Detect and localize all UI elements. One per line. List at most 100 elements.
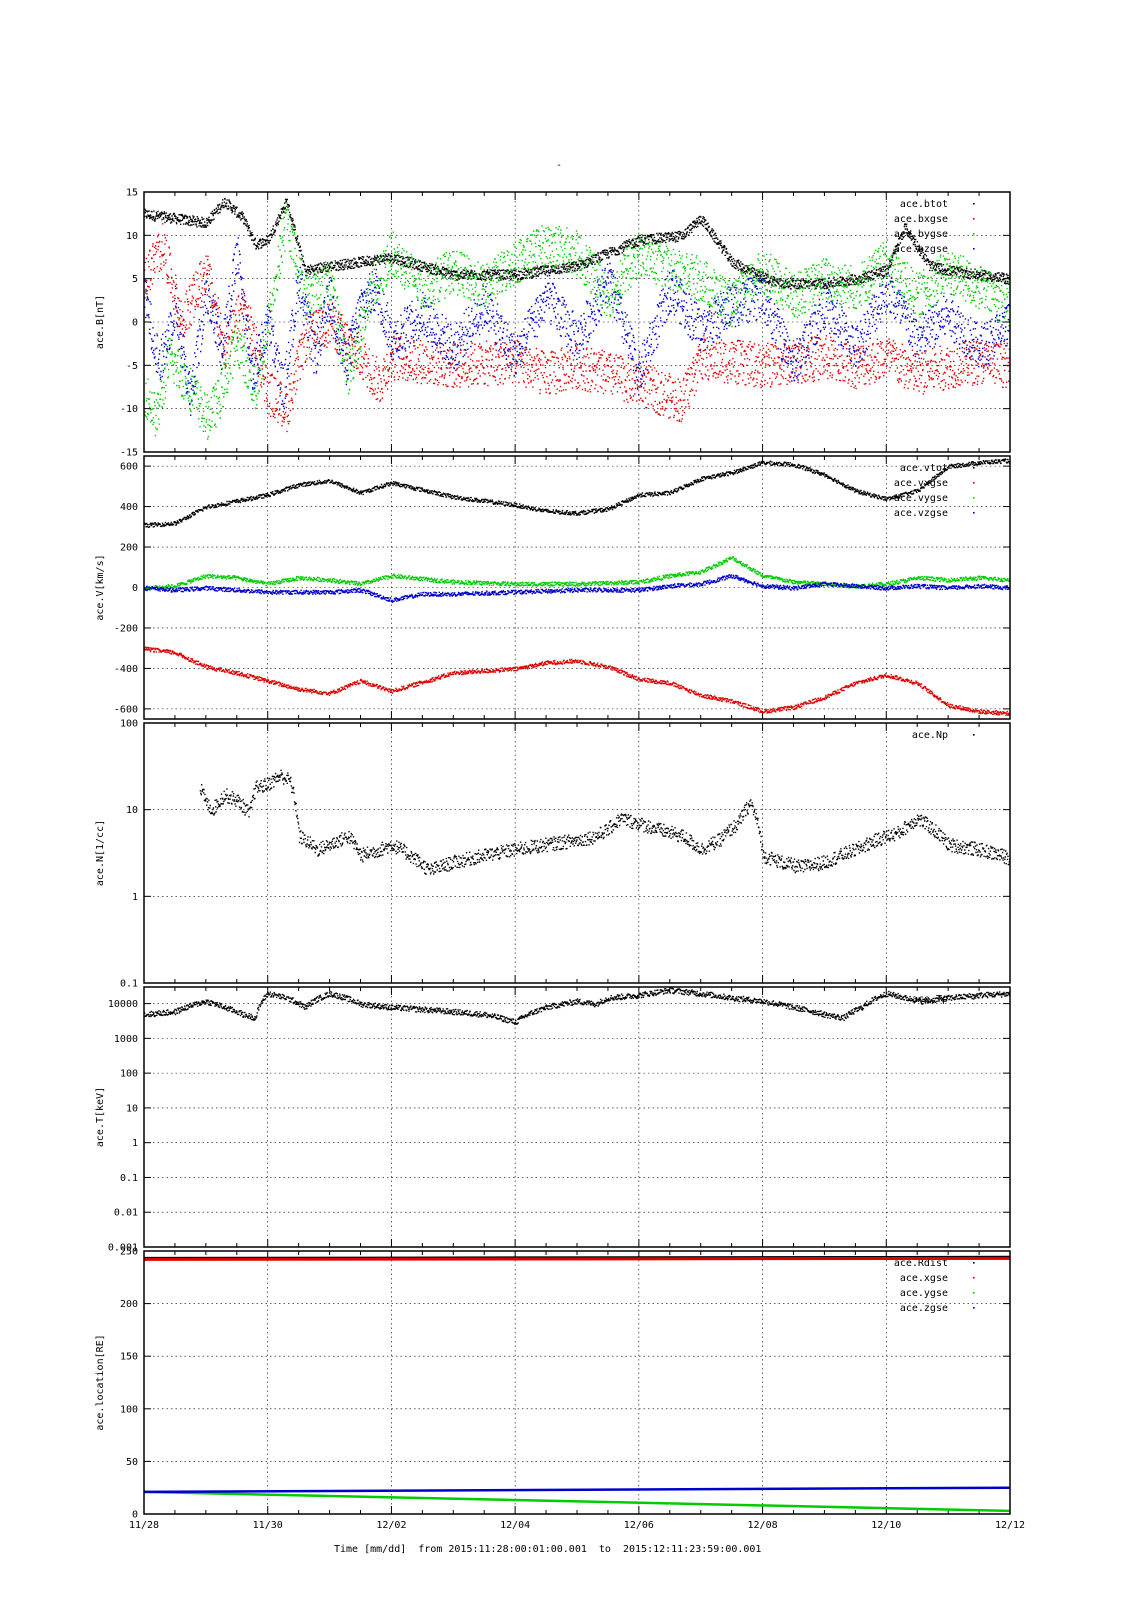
series-ace-vtot <box>144 458 1010 528</box>
y-axis-label: ace.N[1/cc] <box>95 820 106 886</box>
legend-marker <box>973 482 975 484</box>
x-tick-label: 12/04 <box>500 1520 530 1531</box>
y-tick-label: 10000 <box>108 999 138 1010</box>
series-points <box>144 197 1010 290</box>
y-tick-label: 100 <box>120 1069 138 1080</box>
panel-frame <box>143 455 1011 720</box>
y-tick-label: -200 <box>114 623 138 634</box>
y-axis-label: ace.T[keV] <box>95 1087 106 1147</box>
y-tick-label: 0.1 <box>120 1173 138 1184</box>
series-points <box>144 555 1010 591</box>
x-tick-label: 12/12 <box>995 1520 1025 1531</box>
y-tick-label: -5 <box>126 361 138 372</box>
x-axis-label: Time [mm/dd] from 2015:11:28:00:01:00.00… <box>334 1544 762 1555</box>
series-line <box>144 1256 1010 1261</box>
series-ace-vxgse <box>144 646 1010 716</box>
legend-marker <box>973 1292 975 1294</box>
legend-label: ace.vzgse <box>894 508 948 519</box>
series-line <box>144 1490 1010 1513</box>
series-points <box>144 237 1010 416</box>
series-points <box>144 987 1010 1025</box>
series-ace-Np <box>199 769 1010 875</box>
y-tick-label: 5 <box>132 274 138 285</box>
legend-marker <box>973 218 975 220</box>
legend-label: ace.ygse <box>900 1288 948 1299</box>
series-ace-zgse <box>144 1486 1010 1494</box>
series-ace-xgse <box>144 1256 1010 1261</box>
y-tick-label: 0 <box>132 583 138 594</box>
y-tick-label: 0.1 <box>120 979 138 990</box>
y-tick-label: 150 <box>120 1352 138 1363</box>
y-tick-label: 200 <box>120 543 138 554</box>
legend-marker <box>973 497 975 499</box>
x-tick-label: 11/30 <box>253 1520 283 1531</box>
x-tick-label: 12/02 <box>376 1520 406 1531</box>
y-tick-label: 1000 <box>114 1034 138 1045</box>
y-axis-label: ace.B[nT] <box>95 295 106 349</box>
legend-marker <box>973 248 975 250</box>
legend-label: ace.bygse <box>894 229 948 240</box>
y-tick-label: 10 <box>126 1103 138 1114</box>
legend-label: ace.vygse <box>894 493 948 504</box>
page-title: - <box>556 160 563 171</box>
legend-label: ace.zgse <box>900 1303 948 1314</box>
y-tick-label: 0 <box>132 1510 138 1521</box>
panel-frame <box>143 722 1011 984</box>
legend-marker <box>973 233 975 235</box>
legend-label: ace.xgse <box>900 1273 948 1284</box>
y-tick-label: -10 <box>120 404 138 415</box>
series-ace-bzgse <box>144 237 1010 416</box>
series-ace-Tp <box>144 987 1010 1025</box>
x-tick-label: 11/28 <box>129 1520 159 1531</box>
legend-label: ace.Rdist <box>894 1258 948 1269</box>
x-tick-label: 12/10 <box>871 1520 901 1531</box>
y-tick-label: 600 <box>120 462 138 473</box>
series-points <box>144 202 1010 440</box>
series-points <box>199 769 1010 875</box>
legend-label: ace.Np <box>912 730 948 741</box>
series-ace-btot <box>144 197 1010 290</box>
y-tick-label: -400 <box>114 664 138 675</box>
legend-label: ace.vtot <box>900 463 948 474</box>
legend-label: ace.Tp <box>912 994 948 1005</box>
series-points <box>144 223 1010 433</box>
y-tick-label: 10 <box>126 231 138 242</box>
y-tick-label: 250 <box>120 1247 138 1258</box>
series-points <box>144 458 1010 528</box>
series-points <box>144 574 1010 603</box>
legend-marker <box>973 1307 975 1309</box>
y-tick-label: 1 <box>132 1138 138 1149</box>
legend-marker <box>973 998 975 1000</box>
legend-marker <box>973 1277 975 1279</box>
y-tick-label: 50 <box>126 1457 138 1468</box>
series-ace-vygse <box>144 555 1010 591</box>
y-tick-label: 200 <box>120 1299 138 1310</box>
legend-label: ace.bxgse <box>894 214 948 225</box>
x-tick-label: 12/06 <box>624 1520 654 1531</box>
legend-label: ace.vxgse <box>894 478 948 489</box>
series-points <box>144 646 1010 716</box>
y-tick-label: 0 <box>132 318 138 329</box>
series-ace-bxgse <box>144 223 1010 433</box>
y-tick-label: 1 <box>132 892 138 903</box>
legend-marker <box>973 734 975 736</box>
panel-frame <box>143 986 1011 1248</box>
y-tick-label: 100 <box>120 1404 138 1415</box>
series-ace-vzgse <box>144 574 1010 603</box>
series-ace-bygse <box>144 202 1010 440</box>
legend-label: ace.bzgse <box>894 244 948 255</box>
y-tick-label: 0.001 <box>108 1243 138 1254</box>
y-axis-label: ace.location[RE] <box>95 1334 106 1430</box>
y-tick-label: 10 <box>126 805 138 816</box>
y-tick-label: 0.01 <box>114 1208 138 1219</box>
legend-label: ace.btot <box>900 199 948 210</box>
y-tick-label: -600 <box>114 704 138 715</box>
y-tick-label: 400 <box>120 502 138 513</box>
legend-marker <box>973 203 975 205</box>
panel-frame <box>143 191 1011 453</box>
series-line <box>144 1486 1010 1494</box>
y-tick-label: 100 <box>120 719 138 730</box>
legend-marker <box>973 512 975 514</box>
